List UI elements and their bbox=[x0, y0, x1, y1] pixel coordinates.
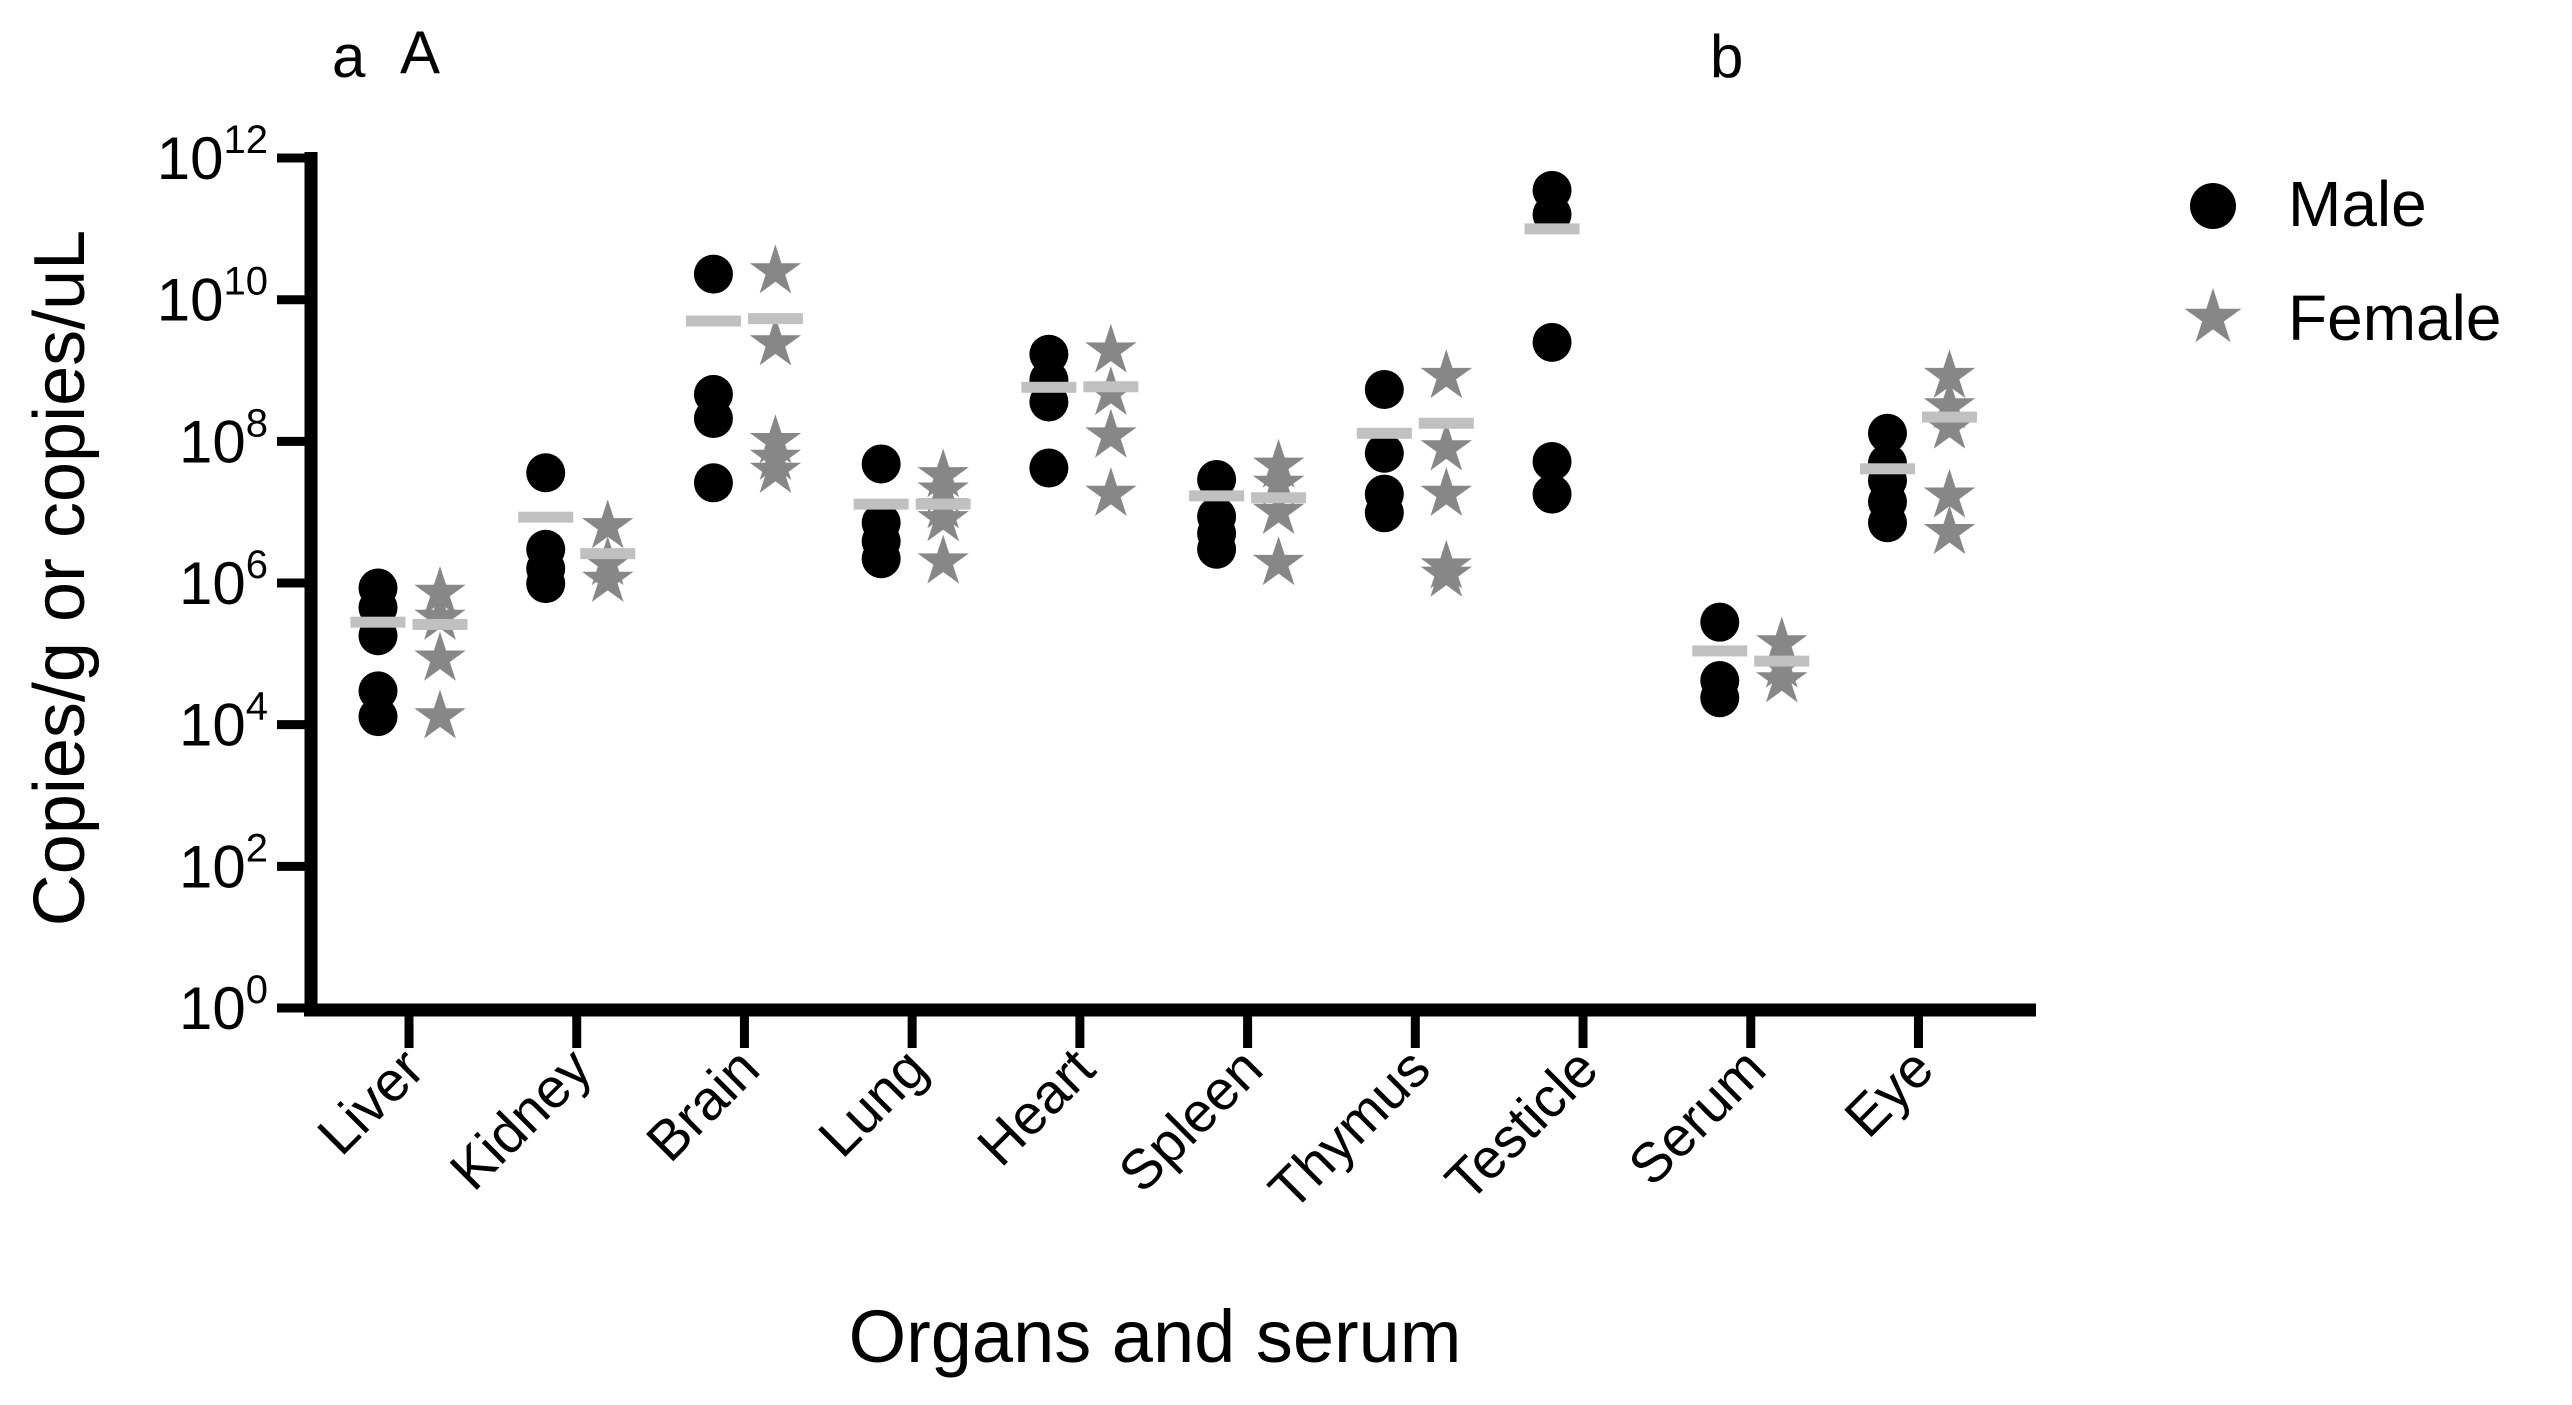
x-tick-label: Serum bbox=[1616, 1036, 1777, 1197]
male-point bbox=[861, 444, 901, 484]
male-median-bar bbox=[1189, 490, 1245, 502]
male-point bbox=[1700, 602, 1740, 642]
female-point bbox=[1420, 349, 1472, 399]
male-point bbox=[693, 399, 733, 439]
male-point bbox=[1364, 369, 1404, 409]
male-median-bar bbox=[1859, 463, 1915, 475]
male-point bbox=[1197, 529, 1237, 569]
female-point bbox=[1420, 421, 1472, 471]
female-point bbox=[1923, 468, 1976, 518]
female-point bbox=[1756, 653, 1808, 703]
male-median-bar bbox=[685, 315, 741, 327]
female-point bbox=[1085, 408, 1137, 458]
female-median-bar bbox=[580, 548, 636, 560]
female-point bbox=[1252, 457, 1305, 506]
x-tick-label: Testicle bbox=[1433, 1036, 1610, 1213]
x-tick-label: Eye bbox=[1832, 1036, 1945, 1149]
male-median-bar bbox=[350, 616, 406, 628]
female-point bbox=[1923, 349, 1976, 399]
female-median-bar bbox=[747, 313, 803, 325]
male-point bbox=[693, 254, 733, 294]
female-point bbox=[917, 492, 969, 542]
x-axis-title: Organs and serum bbox=[848, 1295, 1462, 1378]
male-median-bar bbox=[518, 511, 574, 523]
male-point bbox=[1532, 322, 1572, 362]
male-median-bar bbox=[1021, 381, 1077, 393]
female-median-bar bbox=[1418, 417, 1474, 429]
panel-label-a: a bbox=[332, 23, 366, 90]
female-point bbox=[1923, 505, 1976, 555]
y-axis-title: Copies/g or copies/uL bbox=[20, 229, 100, 927]
female-median-bar bbox=[1251, 492, 1307, 504]
male-point bbox=[358, 697, 398, 737]
female-point bbox=[917, 534, 969, 584]
female-point bbox=[1420, 547, 1472, 597]
male-median-bar bbox=[853, 498, 909, 510]
y-tick-label: 106 bbox=[179, 543, 268, 617]
male-circle-icon bbox=[2190, 183, 2236, 229]
male-median-bar bbox=[1524, 223, 1580, 235]
female-point bbox=[749, 316, 802, 366]
legend-item-male: Male bbox=[2180, 168, 2501, 240]
female-point bbox=[414, 591, 466, 640]
male-point bbox=[1364, 493, 1404, 533]
male-point bbox=[1867, 413, 1907, 453]
male-point bbox=[526, 564, 566, 604]
panel-label-A: A bbox=[400, 19, 441, 86]
male-point bbox=[1364, 433, 1404, 473]
y-tick-label: 108 bbox=[179, 401, 268, 475]
female-point bbox=[1085, 467, 1137, 516]
male-point bbox=[1197, 459, 1237, 499]
legend: Male Female bbox=[2180, 168, 2501, 354]
data-points bbox=[358, 170, 1976, 739]
male-point bbox=[1700, 678, 1740, 718]
male-point bbox=[526, 453, 566, 493]
female-point bbox=[414, 689, 466, 739]
female-point bbox=[582, 499, 634, 549]
legend-label-female: Female bbox=[2288, 282, 2502, 354]
female-median-bar bbox=[1083, 381, 1139, 393]
male-point bbox=[693, 463, 733, 503]
legend-item-female: Female bbox=[2180, 282, 2501, 354]
female-point bbox=[1420, 467, 1472, 516]
x-tick-label: Lung bbox=[806, 1036, 939, 1169]
female-point bbox=[582, 553, 634, 602]
female-point bbox=[414, 566, 466, 615]
female-point bbox=[749, 444, 802, 493]
y-tick-label: 1010 bbox=[157, 260, 268, 334]
male-point bbox=[861, 539, 901, 579]
female-point bbox=[749, 244, 802, 294]
male-point bbox=[1867, 503, 1907, 543]
male-point bbox=[1029, 448, 1069, 488]
female-median-bar bbox=[412, 618, 468, 630]
female-point bbox=[1085, 323, 1137, 373]
female-median-bar bbox=[1921, 411, 1977, 423]
legend-label-male: Male bbox=[2288, 168, 2427, 240]
y-tick-label: 1012 bbox=[157, 118, 268, 192]
median-bars bbox=[350, 223, 1977, 667]
female-point bbox=[414, 631, 466, 681]
male-point bbox=[1532, 474, 1572, 514]
female-point bbox=[1923, 399, 1976, 449]
female-median-bar bbox=[1754, 655, 1810, 667]
female-point bbox=[1252, 536, 1305, 586]
x-tick-label: Spleen bbox=[1106, 1036, 1274, 1204]
male-median-bar bbox=[1356, 427, 1412, 439]
x-tick-label: Kidney bbox=[438, 1036, 604, 1202]
male-median-bar bbox=[1692, 645, 1748, 657]
x-tick-label: Thymus bbox=[1256, 1036, 1441, 1221]
male-point bbox=[1532, 441, 1572, 481]
female-star-icon bbox=[2184, 288, 2242, 343]
panel-label-b: b bbox=[1710, 23, 1744, 90]
female-point bbox=[1252, 485, 1305, 534]
x-tick-label: Brain bbox=[634, 1036, 771, 1173]
x-tick-label: Liver bbox=[305, 1036, 435, 1166]
y-tick-label: 100 bbox=[179, 968, 268, 1042]
y-tick-label: 102 bbox=[179, 826, 268, 900]
x-tick-label: Heart bbox=[965, 1036, 1107, 1178]
female-median-bar bbox=[915, 498, 971, 510]
y-tick-label: 104 bbox=[179, 685, 268, 759]
